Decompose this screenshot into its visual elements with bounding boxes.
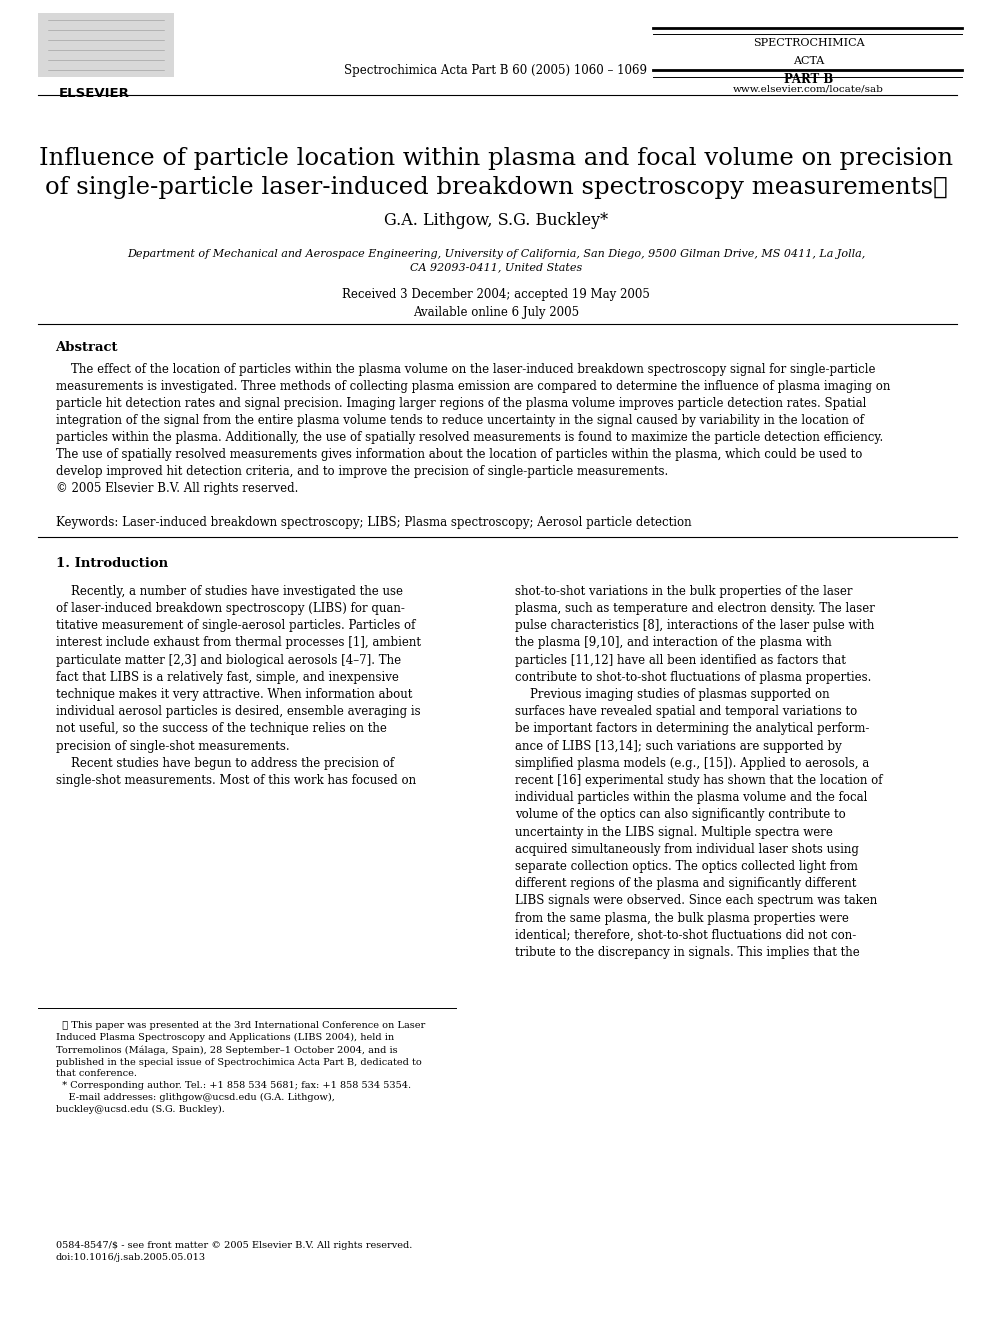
Text: ELSEVIER: ELSEVIER (59, 87, 130, 101)
Text: Department of Mechanical and Aerospace Engineering, University of California, Sa: Department of Mechanical and Aerospace E… (127, 249, 865, 273)
Text: ACTA: ACTA (793, 56, 824, 66)
Text: G.A. Lithgow, S.G. Buckley*: G.A. Lithgow, S.G. Buckley* (384, 212, 608, 229)
Text: 0584-8547/$ - see front matter © 2005 Elsevier B.V. All rights reserved.
doi:10.: 0584-8547/$ - see front matter © 2005 El… (56, 1241, 412, 1262)
Text: SPECTROCHIMICA: SPECTROCHIMICA (753, 38, 864, 49)
Text: The effect of the location of particles within the plasma volume on the laser-in: The effect of the location of particles … (56, 363, 890, 495)
Text: shot-to-shot variations in the bulk properties of the laser
plasma, such as temp: shot-to-shot variations in the bulk prop… (515, 585, 882, 959)
Text: Abstract: Abstract (56, 341, 118, 355)
Text: PART B: PART B (784, 73, 833, 86)
Text: ★ This paper was presented at the 3rd International Conference on Laser
Induced : ★ This paper was presented at the 3rd In… (56, 1021, 425, 1114)
Text: 1. Introduction: 1. Introduction (56, 557, 168, 570)
Text: Keywords: Laser-induced breakdown spectroscopy; LIBS; Plasma spectroscopy; Aeros: Keywords: Laser-induced breakdown spectr… (56, 516, 691, 529)
Bar (38, 13, 174, 77)
Text: Recently, a number of studies have investigated the use
of laser-induced breakdo: Recently, a number of studies have inves… (56, 585, 421, 787)
Text: www.elsevier.com/locate/sab: www.elsevier.com/locate/sab (733, 85, 884, 94)
Text: Influence of particle location within plasma and focal volume on precision
of si: Influence of particle location within pl… (39, 147, 953, 200)
Text: Spectrochimica Acta Part B 60 (2005) 1060 – 1069: Spectrochimica Acta Part B 60 (2005) 106… (344, 64, 648, 77)
Text: Received 3 December 2004; accepted 19 May 2005
Available online 6 July 2005: Received 3 December 2004; accepted 19 Ma… (342, 288, 650, 319)
